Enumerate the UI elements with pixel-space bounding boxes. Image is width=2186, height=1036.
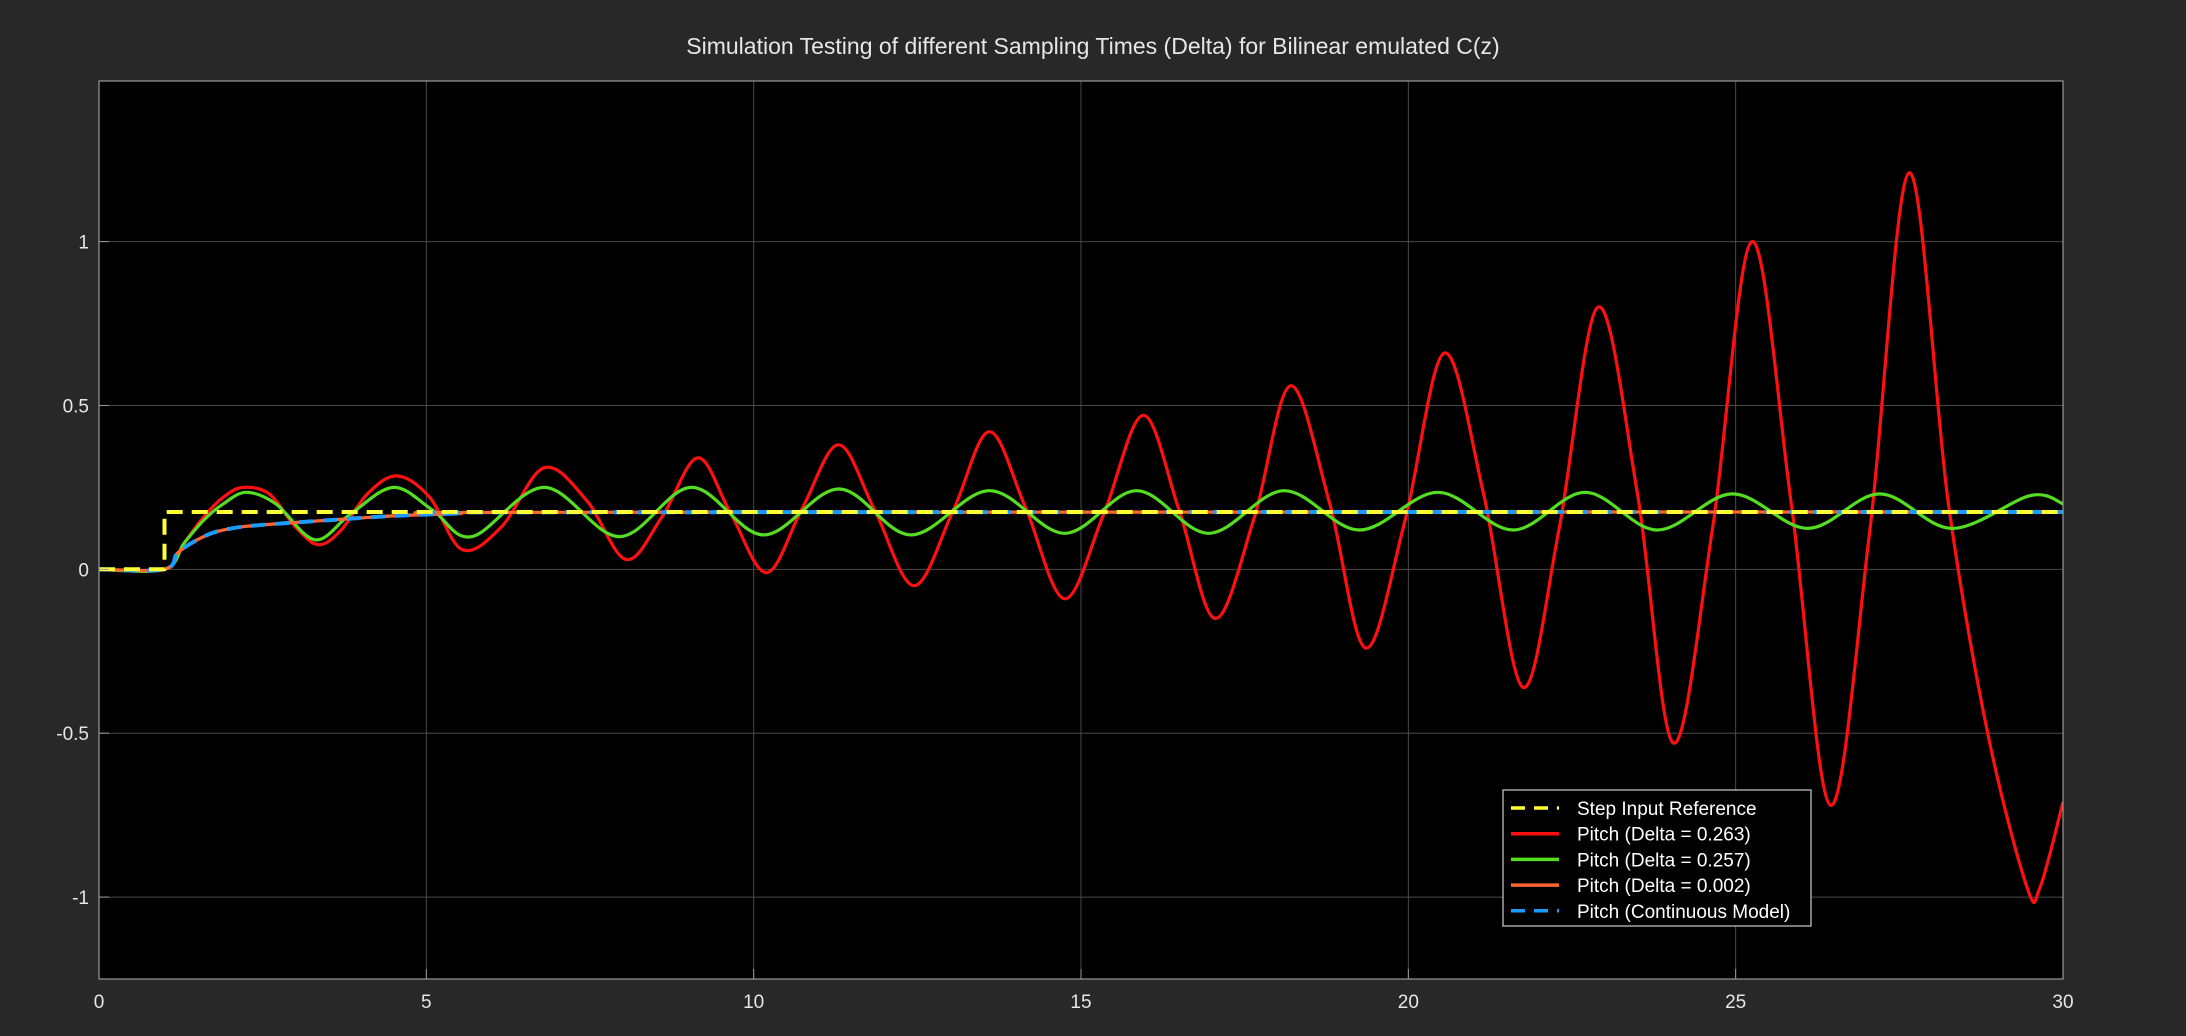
series-line-step-input-reference <box>99 510 2063 572</box>
y-tick-label: 0 <box>78 560 89 581</box>
x-tick-label: 20 <box>1398 992 1419 1013</box>
y-tick-label: 0.5 <box>63 396 89 417</box>
legend-label: Step Input Reference <box>1577 799 1757 820</box>
series-layer <box>99 171 2063 904</box>
legend-label: Pitch (Delta = 0.263) <box>1577 825 1751 846</box>
x-tick-label: 0 <box>94 992 105 1013</box>
legend-label: Pitch (Delta = 0.257) <box>1577 850 1751 871</box>
x-tick-label: 30 <box>2052 992 2073 1013</box>
legend-label: Pitch (Delta = 0.002) <box>1577 876 1751 897</box>
legend-label: Pitch (Continuous Model) <box>1577 902 1790 923</box>
y-tick-label: 1 <box>78 233 89 254</box>
y-tick-label: -0.5 <box>56 724 89 745</box>
legend[interactable]: Step Input Reference Pitch (Delta = 0.263… <box>1502 789 1812 927</box>
y-tick-label: -1 <box>72 888 89 909</box>
chart-title: Simulation Testing of different Sampling… <box>686 33 1499 59</box>
x-tick-label: 5 <box>421 992 432 1013</box>
axis-ticks: 0 5 10 15 20 25 30 -1 -0.5 0 0.5 1 <box>56 233 2073 1013</box>
x-tick-label: 25 <box>1725 992 1746 1013</box>
x-tick-label: 10 <box>743 992 764 1013</box>
x-tick-label: 15 <box>1070 992 1091 1013</box>
series-line-pitch-delta-0-257 <box>99 485 2063 573</box>
series-line-pitch-continuous-model <box>99 510 2063 573</box>
